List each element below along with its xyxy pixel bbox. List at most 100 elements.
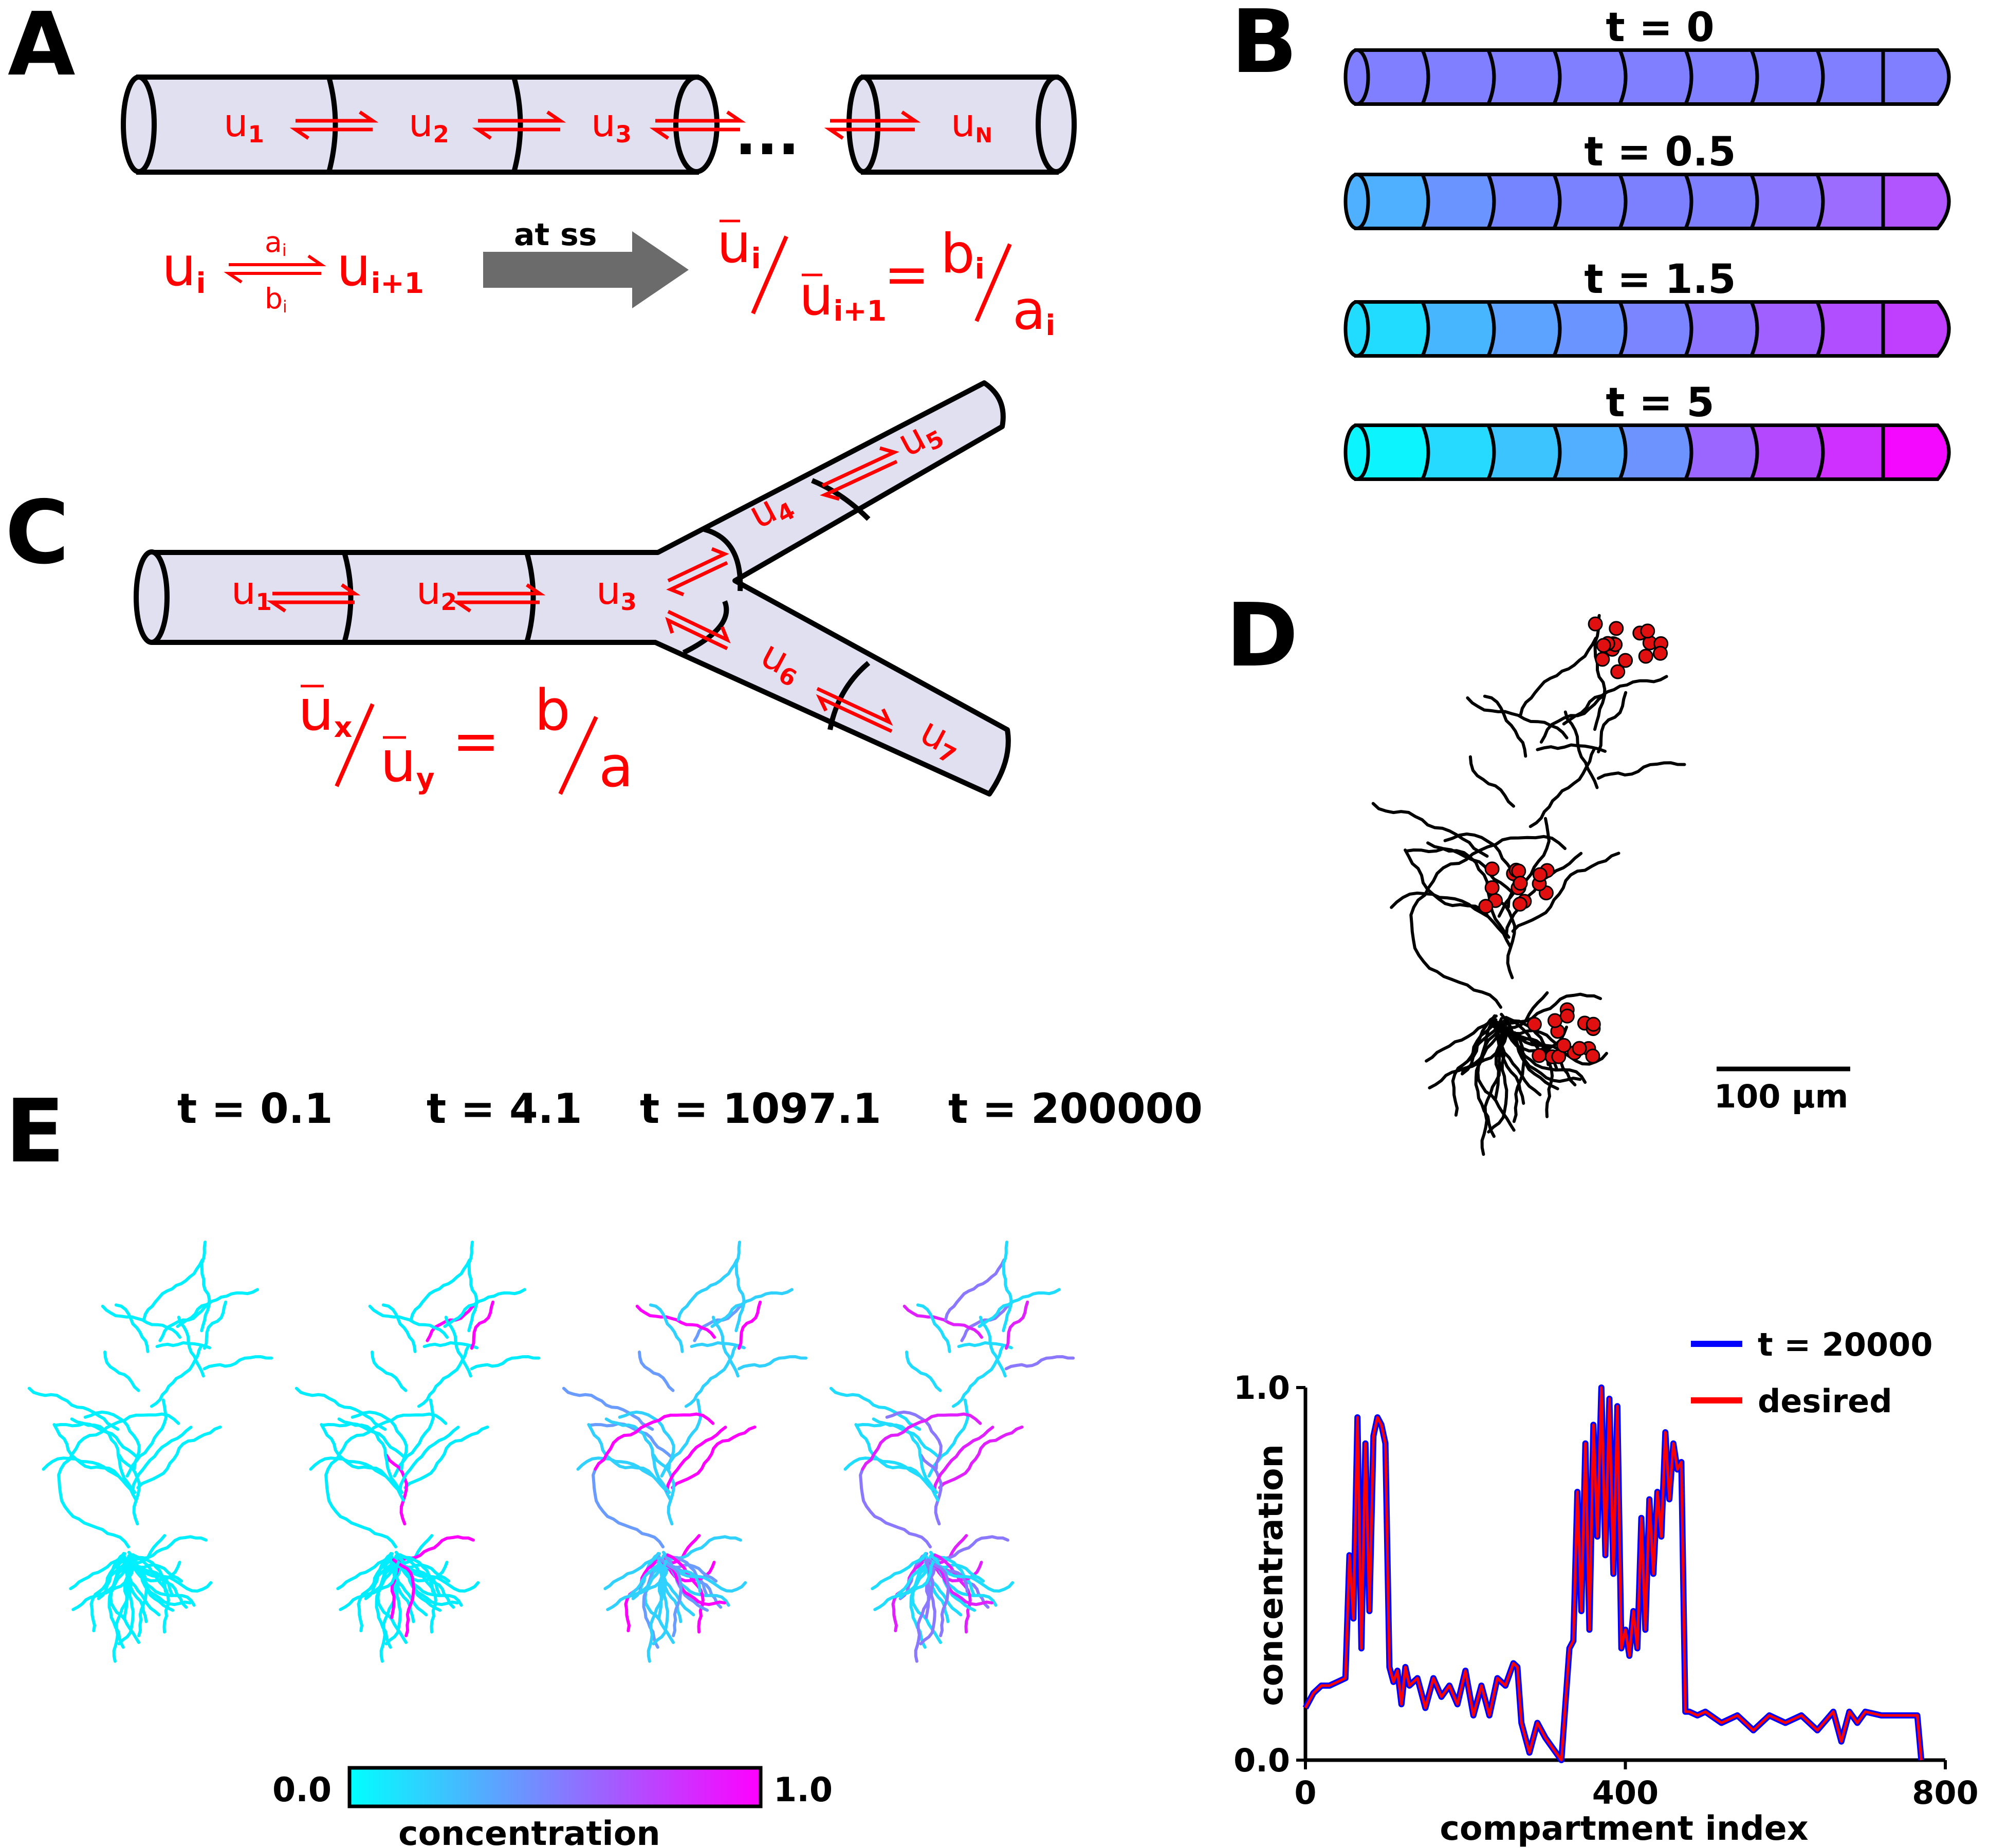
dendrite-branch xyxy=(1593,614,1607,731)
cable-segment xyxy=(1485,173,1562,230)
dendrite-branch xyxy=(1428,1025,1506,1089)
dendrite-branch xyxy=(337,1417,404,1494)
cable-segment xyxy=(1485,300,1562,358)
dendrite-branch xyxy=(320,1423,387,1477)
synapse-marker xyxy=(1547,1013,1562,1028)
dendrite-branch xyxy=(911,1554,942,1644)
dendrite-branch xyxy=(932,1535,1009,1561)
dendrite-branch xyxy=(381,1303,417,1353)
svg-text:ui: ui xyxy=(162,235,206,300)
dendrite-branch xyxy=(905,1351,942,1392)
synapse-marker xyxy=(1513,876,1528,891)
dendrite-branch xyxy=(202,1300,228,1350)
dendrite-branch xyxy=(130,1535,208,1561)
cable-segment xyxy=(1748,173,1825,230)
dendrite-branch xyxy=(635,1304,716,1339)
y-axis-label: concentration xyxy=(1252,1444,1291,1706)
dendrite-branch xyxy=(124,1558,149,1637)
dendrite-branch xyxy=(618,1410,675,1471)
dendrite-branch xyxy=(309,1456,405,1502)
dendrite-branch xyxy=(649,1303,684,1353)
at-ss-label: at ss xyxy=(514,217,597,253)
dendrite-branch xyxy=(938,1425,1024,1489)
dendrite-branch xyxy=(118,1453,141,1526)
svg-text:uN: uN xyxy=(951,100,992,147)
colorbar-max: 1.0 xyxy=(773,1771,833,1809)
svg-text:ux: ux xyxy=(298,677,352,744)
dendrite-branch xyxy=(916,1303,951,1353)
dendrite-branch xyxy=(1528,747,1596,828)
dendrite-branch xyxy=(666,1553,708,1596)
dendrite-branch xyxy=(1002,1241,1013,1333)
dendrite-branch xyxy=(1596,761,1686,780)
dendrite-branch xyxy=(136,1425,222,1489)
synapse-marker xyxy=(1484,861,1500,877)
synapse-marker xyxy=(1478,899,1494,914)
svg-text:bi: bi xyxy=(941,223,985,285)
dendrite-branch xyxy=(677,1258,739,1321)
cable-end xyxy=(1343,48,1370,106)
dendrite-branch xyxy=(320,1422,407,1459)
legend-entry: desired xyxy=(1758,1382,1892,1420)
dendrite-branch xyxy=(693,1302,746,1342)
dendrite-branch xyxy=(1468,755,1515,808)
dendrite-branch xyxy=(926,1558,950,1637)
cable-segment xyxy=(1551,173,1628,230)
svg-text:u3: u3 xyxy=(591,100,632,148)
steady-state-arrow xyxy=(483,231,689,308)
dendrite-branch xyxy=(854,1423,922,1477)
panel-label-d: D xyxy=(1226,585,1298,687)
cable-segment xyxy=(1617,173,1693,230)
dendrite-branch xyxy=(592,1467,665,1548)
cable-segment xyxy=(1617,300,1693,358)
cable-segment xyxy=(1881,300,1951,358)
dendrite-branch xyxy=(1425,1014,1497,1063)
dendrite-branch xyxy=(1539,693,1607,744)
dendrite-branch xyxy=(737,1300,762,1350)
time-label: t = 200000 xyxy=(948,1085,1203,1133)
dendrite-branch xyxy=(665,1535,742,1561)
cable-segment xyxy=(1881,423,1951,481)
synapse-marker xyxy=(1609,621,1624,636)
neuron-snapshots xyxy=(27,1241,1075,1663)
dendrite-branch xyxy=(53,1422,139,1459)
dendrite-branch xyxy=(470,1300,495,1350)
dendrite-branch xyxy=(376,1554,408,1644)
synapse-marker xyxy=(1585,1048,1600,1064)
dendrite-branch xyxy=(978,1288,1061,1328)
dendrite-branch xyxy=(885,1410,943,1471)
dendrite-branch xyxy=(385,1453,409,1526)
dendrite-branch xyxy=(131,1426,193,1492)
dendrite-branch xyxy=(643,1554,675,1644)
dendrite-branch xyxy=(1412,835,1567,909)
dendrite-branch xyxy=(1371,802,1489,858)
dendrite-branch xyxy=(1426,841,1511,939)
dendrite-branch xyxy=(467,1241,478,1333)
dendrite-branch xyxy=(410,1258,471,1321)
svg-text:ui+1: ui+1 xyxy=(337,235,424,300)
cable-segment xyxy=(1551,300,1628,358)
dendrite-branch xyxy=(652,1453,676,1526)
panel-label-e: E xyxy=(5,1081,65,1182)
ellipsis: ... xyxy=(735,102,799,168)
synapse-marker xyxy=(1652,645,1668,661)
cable-segment xyxy=(1814,300,1891,358)
colorbar xyxy=(347,1766,763,1808)
cable-segment xyxy=(1881,173,1951,230)
dendrite-branch xyxy=(843,1456,940,1502)
dendrite-branch xyxy=(587,1423,654,1477)
cable-segment xyxy=(1683,423,1759,481)
dendrite-branch xyxy=(933,1553,975,1596)
dendrite-branch xyxy=(71,1560,133,1611)
svg-text:=: = xyxy=(884,243,929,306)
svg-text:a: a xyxy=(599,734,633,800)
dendrite-branch xyxy=(336,1552,393,1591)
time-label: t = 1.5 xyxy=(1584,256,1736,303)
dendrite-branch xyxy=(666,1426,727,1492)
dendrite-branch xyxy=(734,1241,746,1333)
dendrite-branch xyxy=(158,1302,211,1342)
time-label: t = 4.1 xyxy=(427,1085,582,1133)
dendrite-branch xyxy=(368,1304,449,1339)
dendrite-branch xyxy=(604,1417,671,1494)
dendrite-branch xyxy=(1483,694,1527,758)
